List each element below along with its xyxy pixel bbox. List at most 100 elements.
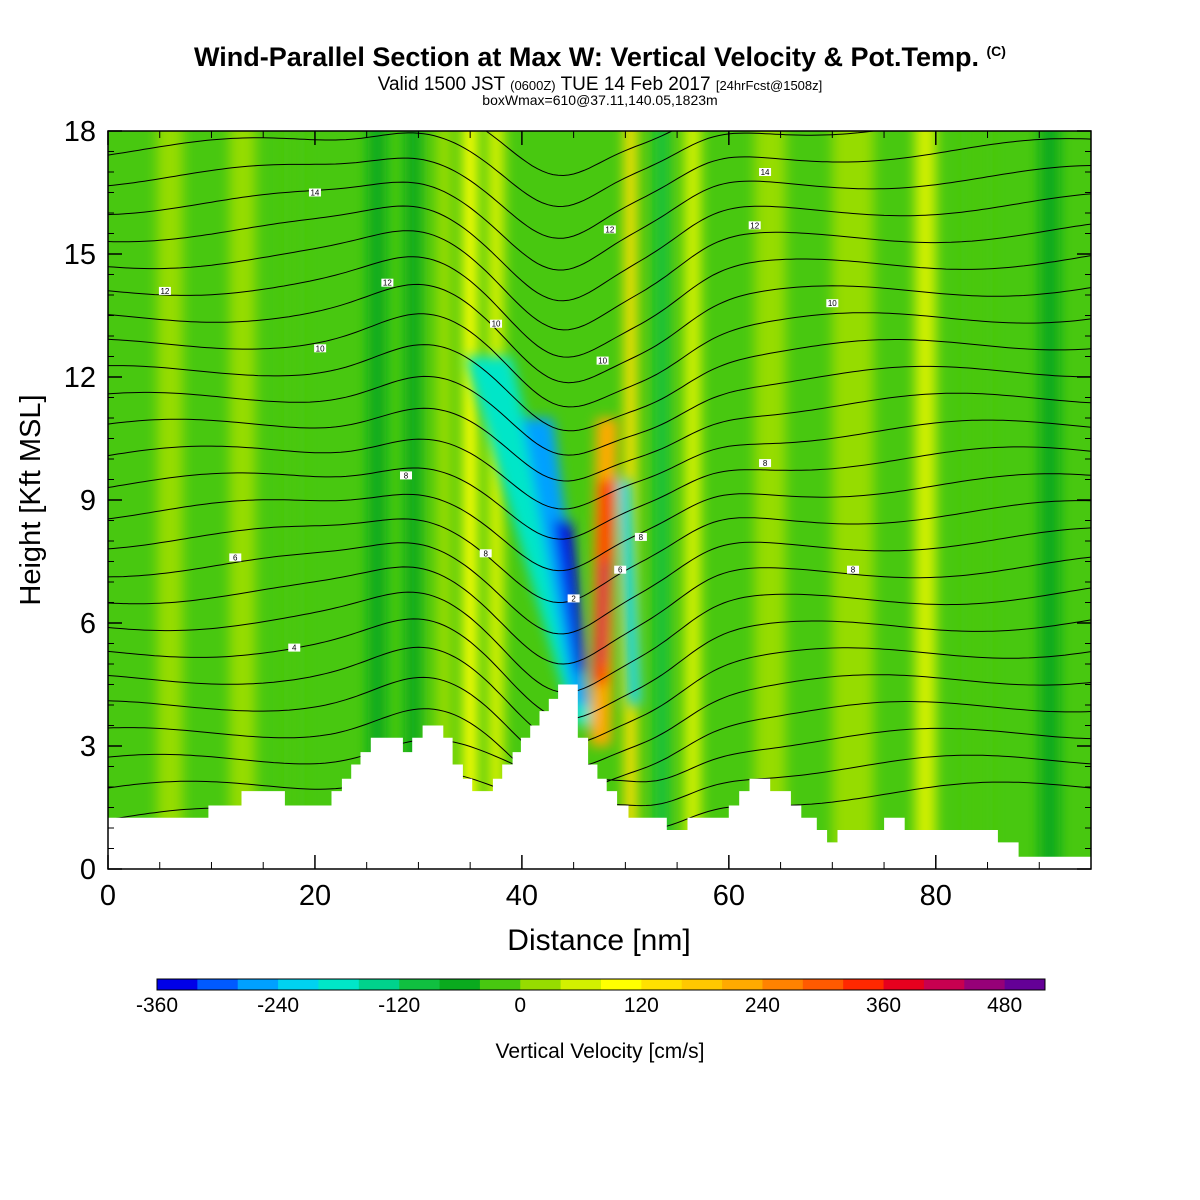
contour-label: 12 [160,287,169,296]
field-band [1039,131,1060,869]
colorbar-swatch [358,979,400,990]
field-band [404,131,422,869]
colorbar: -360 -240 -120 0 120 240 360 480 [136,978,1046,1017]
contour-label-box [158,286,171,295]
colorbar-swatch [1004,979,1046,990]
field-band [367,131,387,869]
colorbar-swatch [439,979,481,990]
colorbar-swatch [722,979,763,990]
colorbar-tick-label: 480 [987,994,1022,1017]
theta-contour-labels: 12 14 10 12 10 12 10 6 4 8 8 2 6 8 14 12 10 8 8 [158,168,860,653]
contour-label: 8 [483,549,488,558]
y-tick-label: 0 [80,854,96,886]
colorbar-tick-label: 0 [514,994,526,1017]
x-tick-label: 60 [713,880,745,912]
theta-contour-line [108,138,1091,239]
contour-label-box [826,299,839,308]
contour-label: 14 [761,168,770,177]
contour-label: 2 [571,594,576,603]
field-band [487,131,505,869]
colorbar-label: Vertical Velocity [cm/s] [496,1040,705,1063]
colorbar-tick-label: -360 [136,994,178,1017]
contour-label-box [759,459,772,468]
colorbar-swatch [197,979,239,990]
field-band [436,131,453,869]
colorbar-swatch [641,979,683,990]
colorbar-swatch [762,979,804,990]
chart-box-info: boxWmax=610@37.11,140.05,1823m [482,92,718,108]
theta-contour-line [108,618,1091,720]
contour-label-box [229,553,242,562]
contour-label: 10 [492,320,501,329]
y-tick-label: 6 [80,608,96,640]
theta-contour-line [108,556,1091,665]
chart-title: Wind-Parallel Section at Max W: Vertical… [194,42,1006,72]
contour-label-box [596,356,609,365]
theta-contour-line [108,587,1091,693]
terrain-fill [108,684,1091,869]
contour-label-box [614,565,627,574]
theta-contour-line [108,527,1091,635]
contour-label-box [314,344,327,353]
colorbar-swatch [883,979,925,990]
contour-label-box [567,594,580,603]
contour-label-box [400,471,413,480]
colorbar-swatch [479,979,521,990]
y-tick-label: 12 [64,362,96,394]
contour-label: 8 [763,459,768,468]
theta-contour-line [108,646,1091,745]
contour-label-box [490,319,503,328]
chart-valid-time: Valid 1500 JST (0600Z) TUE 14 Feb 2017 [… [377,74,823,95]
contour-label: 10 [598,357,607,366]
colorbar-swatch [399,979,441,990]
colorbar-swatch [601,979,642,990]
contour-label: 12 [383,279,392,288]
x-tick-label: 80 [920,880,952,912]
field-band [832,131,874,869]
colorbar-tick-label: 240 [745,994,780,1017]
field-core [464,356,641,746]
contour-label-box [479,549,492,558]
colorbar-tick-label: -120 [378,994,420,1017]
theta-contour-line [108,131,878,208]
theta-contour-line [108,193,1091,302]
y-tick-label: 9 [80,485,96,517]
colorbar-tick-label: 360 [866,994,901,1017]
theta-contour-line [108,165,1091,271]
colorbar-swatch [318,979,360,990]
secondary-downdraft [618,479,641,705]
contour-label: 10 [316,344,325,353]
terrain-mask [108,684,1091,869]
field-band [915,131,936,869]
contour-label: 10 [828,299,837,308]
contour-label: 14 [310,189,319,198]
colorbar-swatch [237,979,279,990]
contour-label: 8 [639,533,644,542]
colorbar-frame [156,978,1046,991]
colorbar-swatch [843,979,885,990]
theta-contour-line [108,419,1091,510]
theta-contour-line [108,500,1091,604]
theta-contour-line [108,473,1091,572]
field-band [462,131,478,869]
contour-label: 4 [292,644,297,653]
field-band [157,131,184,869]
y-tick-label: 15 [64,239,96,271]
theta-contour-line [108,674,1091,769]
colorbar-swatch [802,979,844,990]
y-axis-label: Height [Kft MSL] [15,394,47,605]
contour-label-box [603,225,616,234]
colorbar-swatch [560,979,602,990]
colorbar-tick-label: 120 [624,994,659,1017]
field-band [684,131,701,869]
colorbar-tick-label: -240 [257,994,299,1017]
contour-label: 8 [404,471,409,480]
contour-label-box [288,643,301,652]
contour-label-box [308,188,321,197]
theta-contour-line [108,223,1091,331]
colorbar-swatch [681,979,723,990]
theta-contour-line [108,392,1091,482]
theta-contour-line [108,312,1091,408]
contour-label: 12 [750,221,759,230]
